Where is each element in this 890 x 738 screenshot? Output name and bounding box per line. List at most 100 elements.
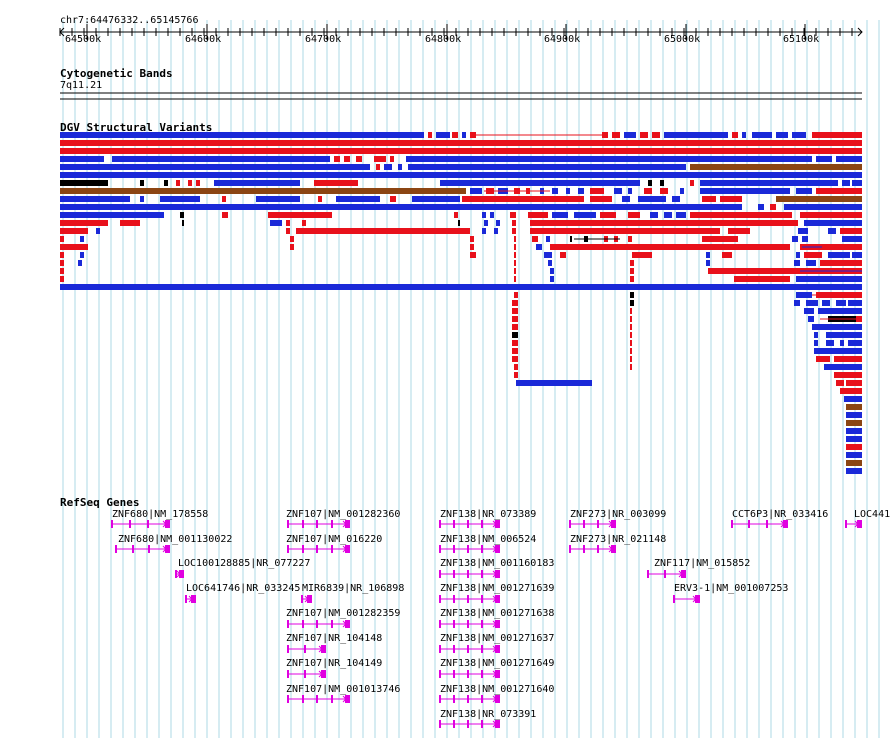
variant-bar[interactable] [614,188,622,194]
gene-model[interactable] [439,720,500,728]
variant-bar[interactable] [482,228,486,234]
variant-bar[interactable] [776,132,788,138]
variant-bar[interactable] [728,228,750,234]
variant-bar[interactable] [390,156,394,162]
variant-bar[interactable] [630,348,632,354]
gene-label[interactable]: ZNF107|NR_104149 [286,658,383,669]
gene-model[interactable] [439,620,500,628]
variant-bar[interactable] [612,132,620,138]
variant-bar[interactable] [516,380,592,386]
variant-bar[interactable] [630,276,634,282]
variant-bar[interactable] [60,228,88,234]
variant-bar[interactable] [846,380,862,386]
variant-bar[interactable] [78,260,82,266]
gene-label[interactable]: ZNF138|NM_001271638 [440,608,555,619]
variant-bar[interactable] [822,300,830,306]
variant-bar[interactable] [290,236,294,242]
variant-bar[interactable] [390,196,396,202]
variant-bar[interactable] [428,132,432,138]
variant-bar[interactable] [286,220,290,226]
variant-bar[interactable] [256,196,300,202]
variant-bar[interactable] [314,180,358,186]
variant-bar[interactable] [846,412,862,418]
gene-model[interactable] [287,645,326,653]
variant-bar[interactable] [812,132,862,138]
variant-bar[interactable] [630,340,632,346]
variant-bar[interactable] [566,188,570,194]
variant-bar[interactable] [140,180,144,186]
variant-bar[interactable] [802,236,808,242]
variant-bar[interactable] [334,156,340,162]
variant-bar[interactable] [60,284,862,290]
variant-bar[interactable] [842,180,850,186]
variant-bar[interactable] [528,212,548,218]
variant-bar[interactable] [814,332,818,338]
variant-bar[interactable] [846,436,862,442]
variant-bar[interactable] [514,364,518,370]
variant-bar[interactable] [512,300,518,306]
variant-bar[interactable] [482,212,486,218]
gene-model[interactable] [569,545,616,553]
variant-bar[interactable] [176,180,180,186]
variant-bar[interactable] [180,212,184,218]
variant-bar[interactable] [470,132,476,138]
variant-bar[interactable] [552,212,568,218]
variant-bar[interactable] [514,268,516,274]
variant-bar[interactable] [624,132,636,138]
variant-bar[interactable] [732,132,738,138]
variant-bar[interactable] [290,244,294,250]
variant-bar[interactable] [550,244,790,250]
variant-bar[interactable] [552,188,558,194]
variant-bar[interactable] [60,252,64,258]
variant-bar[interactable] [630,356,632,362]
variant-bar[interactable] [796,252,800,258]
variant-bar[interactable] [548,260,552,266]
variant-bar[interactable] [706,252,710,258]
gene-label[interactable]: ERV3-1|NM_001007253 [674,583,789,594]
variant-bar[interactable] [846,404,862,410]
gene-label[interactable]: ZNF138|NM_006524 [440,534,537,545]
gene-label[interactable]: ZNF138|NM_001271640 [440,684,555,695]
variant-bar[interactable] [676,212,686,218]
variant-bar[interactable] [828,252,850,258]
variant-bar[interactable] [514,252,516,258]
variant-bar[interactable] [840,388,862,394]
variant-bar[interactable] [60,196,130,202]
variant-bar[interactable] [632,252,652,258]
variant-bar[interactable] [856,316,862,322]
variant-bar[interactable] [806,300,818,306]
variant-bar[interactable] [182,220,184,226]
variant-bar[interactable] [60,276,64,282]
variant-bar[interactable] [268,212,332,218]
variant-bar[interactable] [440,180,640,186]
variant-bar[interactable] [80,236,84,242]
gene-model[interactable] [439,570,500,578]
gene-label[interactable]: ZNF138|NM_001271639 [440,583,555,594]
variant-bar[interactable] [702,196,716,202]
variant-bar[interactable] [318,196,322,202]
variant-bar[interactable] [824,364,862,370]
variant-bar[interactable] [384,164,392,170]
gene-model[interactable] [287,695,350,703]
variant-bar[interactable] [514,292,518,298]
variant-bar[interactable] [794,300,800,306]
variant-bar[interactable] [844,396,862,402]
variant-bar[interactable] [514,244,516,250]
variant-bar[interactable] [846,460,862,466]
variant-bar[interactable] [60,188,466,194]
variant-bar[interactable] [470,244,474,250]
gene-label[interactable]: LOC100128885|NR_077227 [178,558,311,569]
variant-bar[interactable] [470,252,476,258]
variant-bar[interactable] [650,212,658,218]
gene-model[interactable] [287,545,350,553]
variant-bar[interactable] [60,212,164,218]
gene-label[interactable]: ZNF107|NM_001282360 [286,509,401,520]
variant-bar[interactable] [512,348,518,354]
cytoband-ideogram[interactable] [0,90,890,102]
variant-bar[interactable] [792,132,806,138]
variant-bar[interactable] [406,156,812,162]
variant-bar[interactable] [630,300,634,306]
variant-bar[interactable] [836,156,862,162]
variant-bar[interactable] [514,260,516,266]
variant-bar[interactable] [664,212,672,218]
